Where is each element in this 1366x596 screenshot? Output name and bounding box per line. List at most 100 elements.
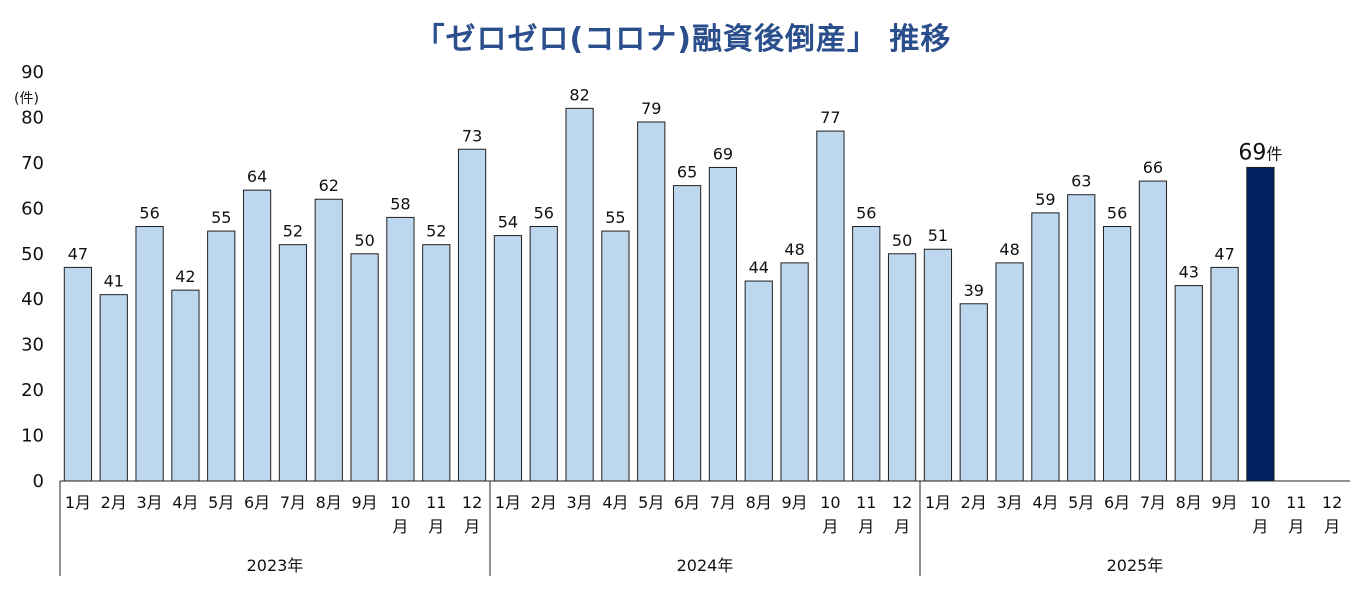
y-tick-label: 20 (21, 380, 44, 401)
bar (565, 107, 594, 482)
x-category-label: 1月 (65, 493, 91, 512)
x-category-label: 10 (390, 493, 410, 512)
bar (135, 226, 164, 482)
y-tick-label: 0 (33, 471, 44, 492)
x-category-label: 6月 (674, 493, 700, 512)
bar (171, 289, 200, 482)
x-category-label: 3月 (136, 493, 162, 512)
label-layer: 1月 47 2月 41 3月 56 4月 42 5月 55 6月 64 7月 52 8月 62 9月 50 10 月 5… (65, 85, 1342, 575)
data-label: 42 (175, 267, 195, 286)
bar (457, 148, 487, 482)
x-category-label: 12 (892, 493, 912, 512)
bar (529, 226, 558, 482)
data-label: 62 (319, 176, 339, 195)
bar (1067, 194, 1096, 482)
x-category-label-suffix: 月 (392, 517, 408, 536)
y-tick-label: 10 (21, 426, 44, 447)
data-label: 58 (390, 194, 410, 213)
data-label: 50 (354, 231, 374, 250)
x-category-label: 2月 (101, 493, 127, 512)
bar (601, 230, 630, 482)
data-label: 55 (211, 208, 231, 227)
bar-highlight (1246, 166, 1275, 482)
x-category-label: 5月 (638, 493, 664, 512)
x-category-label-suffix: 月 (428, 517, 444, 536)
y-axis-unit-label: (件) (14, 91, 39, 107)
x-category-label: 8月 (1176, 493, 1202, 512)
y-tick-label: 70 (21, 153, 44, 174)
data-label: 63 (1071, 172, 1091, 191)
x-category-label: 8月 (746, 493, 772, 512)
bar (63, 266, 93, 482)
x-category-label: 7月 (1140, 493, 1166, 512)
bar (816, 130, 845, 482)
x-category-label: 5月 (1068, 493, 1094, 512)
year-group-label: 2024年 (677, 556, 734, 575)
bar (350, 253, 379, 482)
x-category-label: 7月 (710, 493, 736, 512)
bar (1102, 226, 1132, 482)
data-label: 48 (784, 240, 804, 259)
x-category-label-suffix: 月 (1324, 517, 1340, 536)
y-tick-label: 50 (21, 244, 44, 265)
x-category-label-suffix: 月 (1252, 517, 1268, 536)
data-label: 43 (1179, 263, 1199, 282)
x-category-label: 4月 (1032, 493, 1058, 512)
bar (780, 262, 809, 482)
x-category-label: 1月 (925, 493, 951, 512)
data-label: 55 (605, 208, 625, 227)
data-label: 44 (749, 258, 769, 277)
data-label: 41 (104, 272, 124, 291)
x-category-label: 7月 (280, 493, 306, 512)
x-category-label: 2月 (531, 493, 557, 512)
x-category-label: 6月 (1104, 493, 1130, 512)
y-tick-label: 30 (21, 335, 44, 356)
x-category-label: 4月 (172, 493, 198, 512)
data-label: 79 (641, 99, 661, 118)
data-label: 52 (283, 222, 303, 241)
x-category-label: 2月 (961, 493, 987, 512)
bar (923, 248, 953, 482)
bar (242, 189, 272, 482)
x-category-label-suffix: 月 (858, 517, 874, 536)
bar (1174, 285, 1203, 482)
bar (672, 185, 702, 482)
x-category-label: 12 (1322, 493, 1342, 512)
bar (852, 226, 881, 482)
data-label: 56 (856, 204, 876, 223)
bar (744, 280, 773, 482)
bar (99, 294, 128, 482)
bar (708, 166, 738, 482)
data-label: 51 (928, 226, 948, 245)
data-label-highlight: 69件 (1238, 140, 1282, 165)
bar (278, 244, 308, 482)
x-category-label: 4月 (602, 493, 628, 512)
data-label: 47 (1214, 244, 1234, 263)
x-category-label: 6月 (244, 493, 270, 512)
bar (959, 303, 988, 482)
x-category-label: 1月 (495, 493, 521, 512)
x-category-label: 11 (1286, 493, 1306, 512)
bar (422, 244, 451, 482)
x-category-label: 11 (856, 493, 876, 512)
bar (887, 253, 917, 482)
data-label: 47 (68, 244, 88, 263)
x-category-label-suffix: 月 (464, 517, 480, 536)
y-tick-label: 90 (21, 62, 44, 83)
data-label: 56 (1107, 204, 1127, 223)
x-category-label: 8月 (316, 493, 342, 512)
data-label: 77 (820, 108, 840, 127)
data-label: 59 (1035, 190, 1055, 209)
data-label: 56 (139, 204, 159, 223)
x-category-label-suffix: 月 (822, 517, 838, 536)
bar (1210, 266, 1239, 482)
x-category-label: 5月 (208, 493, 234, 512)
bar (1138, 180, 1168, 482)
data-label: 54 (498, 213, 518, 232)
data-label: 64 (247, 167, 267, 186)
axis-layer: 0 10 20 30 40 50 60 70 80 90 (件) (14, 62, 1350, 576)
x-category-label: 3月 (996, 493, 1022, 512)
data-label: 82 (569, 85, 589, 104)
